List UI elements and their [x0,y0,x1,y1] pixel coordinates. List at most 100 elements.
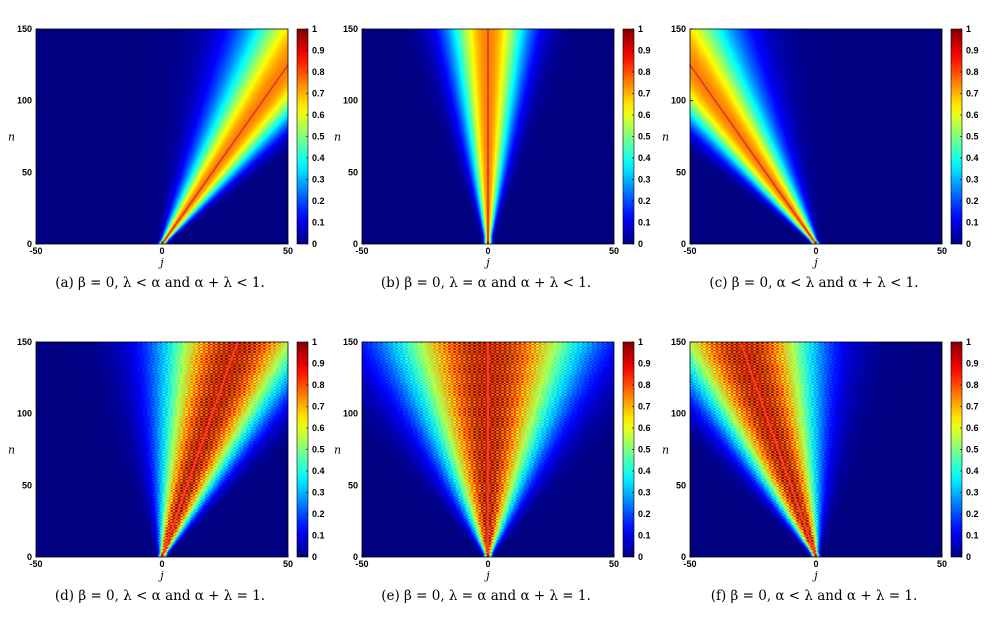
colorbar-tick-label: 0 [312,552,317,562]
heatmap-svg: -50 0 50050100150jn00.10.20.30.40.50.60.70… [334,24,651,269]
colorbar-tick-label: 0.4 [312,466,325,476]
y-tick-label: 0 [353,552,358,562]
y-tick-label: 150 [17,24,32,34]
y-tick-label: 100 [343,409,358,419]
colorbar-tick-label: 1 [638,337,643,347]
colorbar-tick-label: 0.1 [312,531,325,541]
colorbar-tick-label: 0.1 [638,531,651,541]
colorbar-tick-label: 0.4 [638,153,651,163]
x-axis-label: j [157,256,164,269]
panel-caption: (f) β = 0, α < λ and α + λ = 1. [710,588,918,604]
y-tick-label: 50 [22,480,32,490]
x-tick-label: 0 [813,559,818,569]
colorbar-tick-label: 0.5 [312,445,325,455]
heatmap-field [690,342,942,557]
x-tick-label: 0 [485,246,490,256]
colorbar-tick-label: 0.2 [312,196,325,206]
colorbar-tick-label: 0.3 [638,488,651,498]
y-tick-label: 50 [348,167,358,177]
y-tick-label: 100 [671,96,686,106]
x-axis-label: j [157,569,164,582]
heatmap-canvas [36,29,288,244]
colorbar-tick-label: 0.7 [966,402,979,412]
colorbar-tick-label: 0.9 [966,359,979,369]
y-tick-label: 150 [671,24,686,34]
x-tick-label: -50 [355,246,368,256]
colorbar-tick-label: 0.8 [312,380,325,390]
colorbar-tick-label: 0.7 [966,89,979,99]
x-tick-label: 50 [283,246,293,256]
y-tick-label: 50 [676,167,686,177]
x-tick-label: 50 [609,246,619,256]
colorbar-tick-label: 0.3 [966,488,979,498]
chart-panel-5: -50 0 50 0 50 100 150 j n 0 0.1 0.2 0.3 0.4 0.5 0.6 0.7 0… [326,313,651,633]
colorbar-tick-label: 0.9 [312,359,325,369]
chart-panel-6: -50 0 50 0 50 100 150 j n 0 0.1 0.2 0.3 0.4 0.5 0.6 0.7 0… [654,313,979,633]
x-tick-label: 50 [283,559,293,569]
colorbar-tick-label: 0.8 [966,380,979,390]
colorbar-tick-label: 0.5 [966,132,979,142]
colorbar-tick-label: 1 [966,24,971,34]
x-tick-label: -50 [683,246,696,256]
x-axis-label: j [483,256,490,269]
panel-caption: (a) β = 0, λ < α and α + λ < 1. [55,275,265,291]
y-axis-label: n [334,131,341,144]
colorbar-tick-label: 0.6 [312,110,325,120]
y-axis-label: n [662,131,669,144]
colorbar-tick-label: 0.6 [638,110,651,120]
chart-panel-1: -50 0 50 0 50 100 150 j n 0 0.1 0.2 0.3 0.4 0.5 0.6 0.7 0… [0,0,325,320]
colorbar-tick-label: 0.7 [638,402,651,412]
centroid-line [689,64,817,245]
heatmap-field [690,29,942,244]
centroid-line [739,341,817,558]
y-tick-label: 0 [681,239,686,249]
colorbar-tick-label: 0.7 [638,89,651,99]
heatmap-svg: -50 0 50050100150jn00.10.20.30.40.50.60.70… [662,24,979,269]
x-tick-label: -50 [683,559,696,569]
heatmap-canvas [36,342,288,557]
y-tick-label: 0 [27,239,32,249]
colorbar-tick-label: 0.5 [638,445,651,455]
y-tick-label: 100 [17,409,32,419]
colorbar-tick-label: 1 [312,337,317,347]
colorbar-tick-label: 0.5 [312,132,325,142]
colorbar-tick-label: 0.3 [638,175,651,185]
colorbar-tick-label: 0 [966,239,971,249]
x-tick-label: 50 [937,246,947,256]
chart-panel-2: -50 0 50 0 50 100 150 j n 0 0.1 0.2 0.3 0.4 0.5 0.6 0.7 0… [326,0,651,320]
colorbar-tick-label: 0.3 [312,488,325,498]
colorbar-tick-label: 0 [638,552,643,562]
colorbar-tick-label: 0 [638,239,643,249]
colorbar-tick-label: 0.4 [966,466,979,476]
x-axis-label: j [811,256,818,269]
heatmap-field [36,342,288,557]
y-tick-label: 0 [681,552,686,562]
colorbar-tick-label: 0 [966,552,971,562]
colorbar-tick-label: 0.3 [312,175,325,185]
colorbar-tick-label: 0.9 [638,46,651,56]
y-tick-label: 150 [17,337,32,347]
colorbar-tick-label: 0.8 [638,67,651,77]
colorbar-tick-label: 0.7 [312,89,325,99]
colorbar-tick-label: 0.8 [966,67,979,77]
colorbar-tick-label: 0.2 [966,196,979,206]
colorbar-tick-label: 0.8 [638,380,651,390]
y-axis-label: n [8,444,15,457]
y-tick-label: 150 [671,337,686,347]
colorbar-tick-label: 0.8 [312,67,325,77]
y-tick-label: 100 [671,409,686,419]
heatmap-field [36,29,288,244]
colorbar-tick-label: 1 [312,24,317,34]
heatmap-svg: -50 0 50050100150jn00.10.20.30.40.50.60.70… [334,337,651,582]
x-axis-label: j [811,569,818,582]
y-tick-label: 50 [676,480,686,490]
y-axis-label: n [8,131,15,144]
panel-caption: (d) β = 0, λ < α and α + λ = 1. [54,588,266,604]
colorbar-tick-label: 0 [312,239,317,249]
centroid-line [161,341,239,558]
x-tick-label: 50 [609,559,619,569]
chart-panel-3: -50 0 50 0 50 100 150 j n 0 0.1 0.2 0.3 0.4 0.5 0.6 0.7 0… [654,0,979,320]
x-tick-label: 0 [813,246,818,256]
colorbar-tick-label: 0.6 [966,110,979,120]
